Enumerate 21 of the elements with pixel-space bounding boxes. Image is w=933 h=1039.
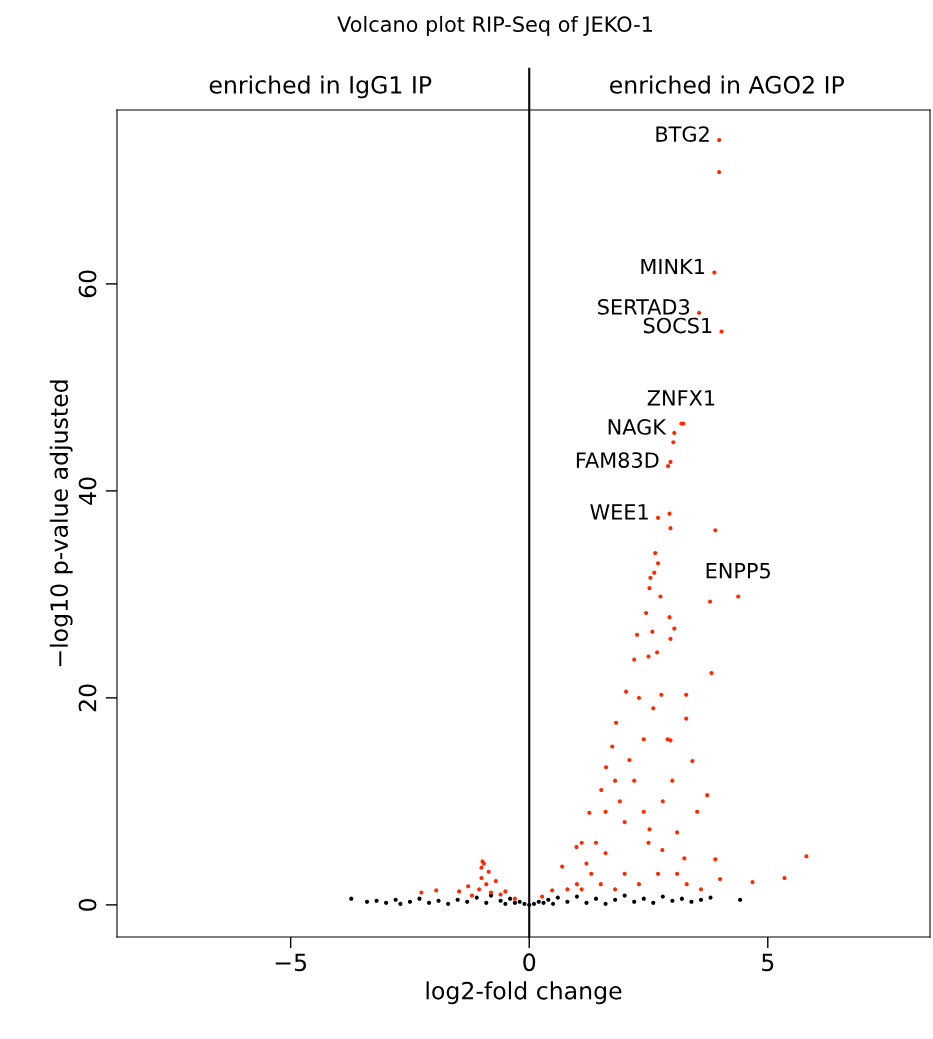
annotation: ZNFX1 [647, 390, 715, 406]
annotation: ENPP5 [706, 563, 770, 579]
y-tick-label: 40 [78, 477, 97, 505]
chart-title: Volcano plot RIP-Seq of JEKO-1 [337, 15, 653, 37]
y-axis-title: −log10 p-value adjusted [49, 380, 73, 667]
annotation: WEE1 [590, 504, 648, 520]
x-axis-title: log2-fold change [426, 981, 622, 1005]
y-tick-label: 0 [78, 898, 97, 911]
x-tick-label: −5 [275, 953, 307, 972]
text: enriched in IgG1 IP [209, 75, 432, 99]
annotation: MINK1 [641, 258, 705, 275]
annotation: BTG2 [656, 126, 709, 142]
annotation: SERTAD3 [598, 299, 690, 315]
x-tick-label: 0 [523, 953, 536, 972]
annotation: NAGK [608, 419, 667, 435]
annotation: SOCS1 [643, 317, 712, 334]
y-tick-label: 20 [78, 684, 97, 712]
text: enriched in AGO2 IP [610, 75, 845, 94]
y-tick-label: 60 [78, 270, 97, 298]
annotation: FAM83D [576, 452, 659, 468]
x-tick-label: 5 [762, 953, 774, 972]
